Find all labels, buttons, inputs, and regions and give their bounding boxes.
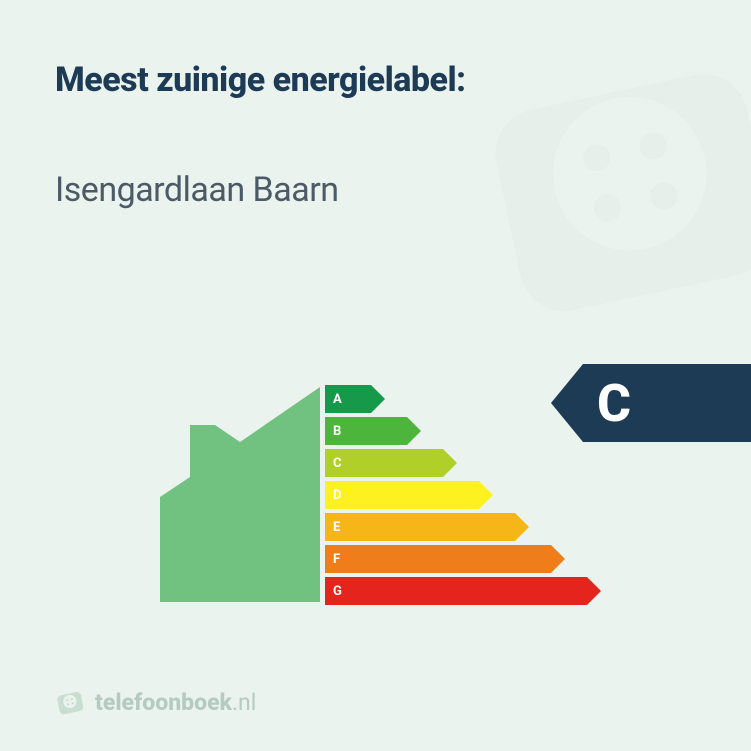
bar-arrow-icon <box>515 513 529 541</box>
bar-body: G <box>325 577 587 605</box>
energy-bar-e: E <box>325 513 587 541</box>
bar-label: G <box>333 584 342 599</box>
energy-bar-d: D <box>325 481 587 509</box>
energy-bar-c: C <box>325 449 587 477</box>
bar-arrow-icon <box>587 577 601 605</box>
bar-body: A <box>325 385 371 413</box>
footer-brand: telefoonboek.nl <box>95 689 256 716</box>
bar-body: B <box>325 417 407 445</box>
footer-logo-icon <box>55 687 85 717</box>
bar-arrow-icon <box>551 545 565 573</box>
rating-arrow-icon <box>551 364 583 442</box>
bar-body: F <box>325 545 551 573</box>
bar-label: C <box>333 456 342 471</box>
footer: telefoonboek.nl <box>55 687 256 717</box>
bar-arrow-icon <box>443 449 457 477</box>
bar-body: C <box>325 449 443 477</box>
bar-arrow-icon <box>371 385 385 413</box>
energy-bar-g: G <box>325 577 587 605</box>
footer-brand-bold: telefoonboek <box>95 689 232 716</box>
house-icon <box>160 387 320 602</box>
bar-label: B <box>333 424 341 439</box>
energy-bar-a: A <box>325 385 587 413</box>
energy-label-card: Meest zuinige energielabel: Isengardlaan… <box>0 0 751 751</box>
energy-bars: A B C D E F G <box>325 385 587 609</box>
bar-label: A <box>333 392 342 407</box>
bar-arrow-icon <box>479 481 493 509</box>
card-title: Meest zuinige energielabel: <box>55 60 696 100</box>
energy-bar-b: B <box>325 417 587 445</box>
bar-label: F <box>333 552 340 567</box>
rating-body: C <box>583 364 751 442</box>
rating-letter: C <box>597 373 631 434</box>
bar-body: E <box>325 513 515 541</box>
energy-bar-f: F <box>325 545 587 573</box>
bar-arrow-icon <box>407 417 421 445</box>
bar-body: D <box>325 481 479 509</box>
rating-badge: C <box>551 364 751 442</box>
bar-label: E <box>333 520 340 535</box>
card-subtitle: Isengardlaan Baarn <box>55 170 696 210</box>
bar-label: D <box>333 488 341 503</box>
footer-brand-tld: .nl <box>232 689 256 716</box>
